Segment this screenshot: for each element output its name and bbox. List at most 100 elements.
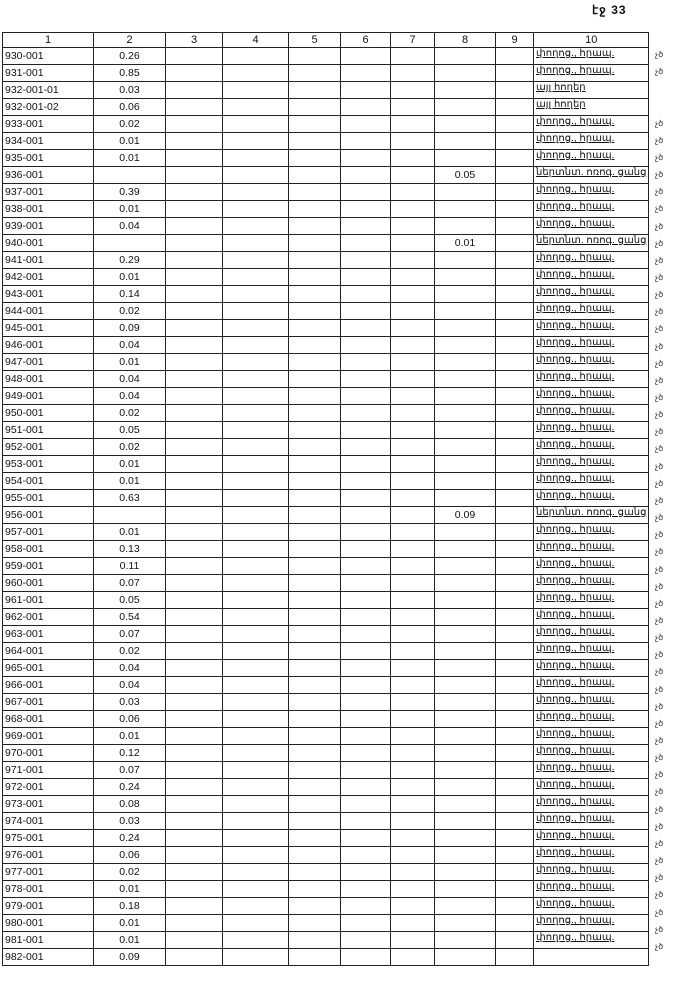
empty-cell [390,625,435,643]
empty-cell [288,336,341,354]
area-cell: 0.12 [93,744,166,762]
empty-cell [340,404,391,422]
empty-cell [390,183,435,201]
table-row: 968-001 0.06 փողոց., հրապ. [2,710,650,728]
empty-cell [495,115,534,133]
plot-id-cell: 938-001 [2,200,94,218]
plot-id-cell: 945-001 [2,319,94,337]
empty-cell [340,234,391,252]
empty-cell [390,421,435,439]
margin-mark: չծ [655,50,664,59]
margin-mark: չծ [655,753,664,763]
irrigation-area-cell [434,625,496,643]
empty-cell [165,285,223,303]
empty-cell [288,149,341,167]
land-use-cell: փողոց., հրապ. [532,897,650,915]
land-use-cell: փողոց., հրապ. [532,761,650,779]
empty-cell [165,132,223,150]
empty-cell [495,557,534,575]
table-row: 981-001 0.01 փողոց., հրապ. [2,931,650,949]
plot-id-cell: 964-001 [2,642,94,660]
area-cell: 0.07 [93,761,166,779]
margin-mark: չծ [655,787,664,797]
margin-mark: չծ [655,187,664,197]
empty-cell [288,574,341,592]
table-row: 943-001 0.14 փողոց., հրապ. [2,285,650,303]
irrigation-area-cell [434,608,496,626]
land-use-cell: փողոց., հրապ. [532,285,650,303]
irrigation-area-cell [434,914,496,932]
column-header-6: 6 [340,32,391,48]
margin-mark: չծ [655,598,664,608]
empty-cell [390,404,435,422]
margin-mark: չծ [655,530,664,540]
land-use-cell: փողոց., հրապ. [532,914,650,932]
empty-cell [222,642,289,660]
empty-cell [222,421,289,439]
column-header-5: 5 [288,32,341,48]
table-row: 980-001 0.01 փողոց., հրապ. [2,914,650,932]
empty-cell [165,948,223,966]
empty-cell [222,98,289,116]
empty-cell [165,914,223,932]
empty-cell [222,761,289,779]
empty-cell [390,693,435,711]
table-row: 970-001 0.12 փողոց., հրապ. [2,744,650,762]
table-row: 962-001 0.54 փողոց., հրապ. [2,608,650,626]
irrigation-area-cell [434,846,496,864]
empty-cell [495,472,534,490]
empty-cell [165,455,223,473]
empty-cell [340,472,391,490]
irrigation-area-cell [434,897,496,915]
area-cell: 0.05 [93,421,166,439]
irrigation-area-cell [434,863,496,881]
table-row: 967-001 0.03 փողոց., հրապ. [2,693,650,711]
margin-mark: չծ [655,684,664,694]
table-row: 976-001 0.06 փողոց., հրապ. [2,846,650,864]
empty-cell [222,302,289,320]
margin-mark: չծ [655,838,664,848]
empty-cell [340,319,391,337]
margin-mark: չծ [655,770,664,780]
empty-cell [165,540,223,558]
table-row: 979-001 0.18 փողոց., հրապ. [2,897,650,915]
land-use-cell: փողոց., հրապ. [532,183,650,201]
plot-id-cell: 943-001 [2,285,94,303]
plot-id-cell: 946-001 [2,336,94,354]
empty-cell [340,659,391,677]
margin-mark: չծ [655,513,664,523]
empty-cell [288,608,341,626]
land-use-cell: փողոց., հրապ. [532,880,650,898]
table-row: 941-001 0.29 փողոց., հրապ. [2,251,650,269]
empty-cell [495,353,534,371]
plot-id-cell: 970-001 [2,744,94,762]
empty-cell [165,234,223,252]
empty-cell [390,472,435,490]
land-use-cell: փողոց., հրապ. [532,608,650,626]
empty-cell [222,608,289,626]
empty-cell [222,523,289,541]
empty-cell [340,625,391,643]
empty-cell [340,540,391,558]
irrigation-area-cell [434,880,496,898]
empty-cell [390,931,435,949]
empty-cell [222,268,289,286]
empty-cell [288,438,341,456]
empty-cell [222,897,289,915]
empty-cell [165,863,223,881]
plot-id-cell: 962-001 [2,608,94,626]
empty-cell [222,829,289,847]
empty-cell [288,761,341,779]
empty-cell [340,98,391,116]
land-use-cell: փողոց., հրապ. [532,268,650,286]
empty-cell [288,183,341,201]
irrigation-area-cell [434,931,496,949]
empty-cell [495,727,534,745]
empty-cell [222,710,289,728]
empty-cell [495,591,534,609]
empty-cell [495,523,534,541]
area-cell: 0.04 [93,336,166,354]
area-cell: 0.01 [93,353,166,371]
irrigation-area-cell [434,217,496,235]
land-use-cell: փողոց., հրապ. [532,676,650,694]
